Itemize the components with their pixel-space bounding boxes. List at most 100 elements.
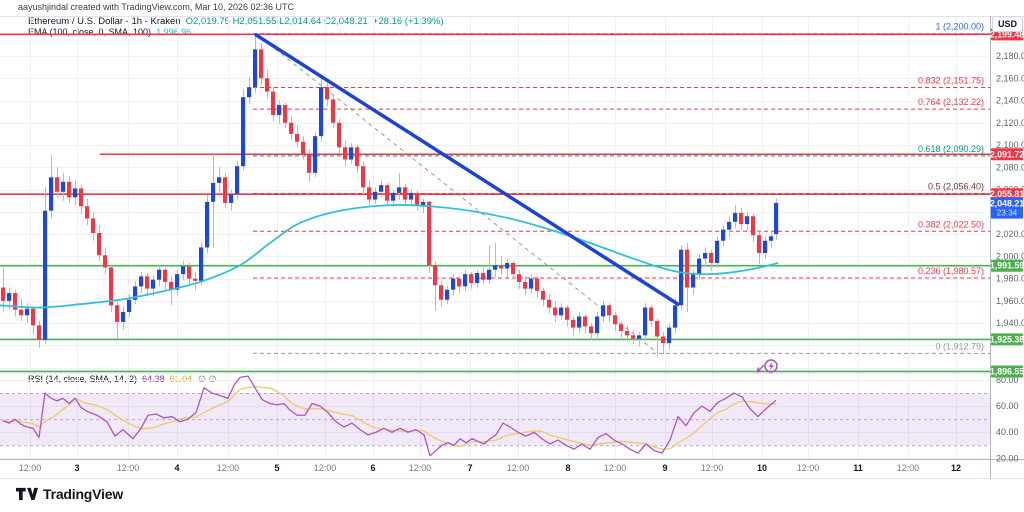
candle-body xyxy=(283,104,288,123)
price-axis-labels: 2,180.00 2,160.00 2,140.00 2,120.00 2,100.00… xyxy=(996,51,1024,463)
time-tick[interactable]: 12:00 xyxy=(117,463,140,473)
candle-body xyxy=(763,240,768,254)
rsi-value: 64.38 xyxy=(142,374,165,384)
candle-body xyxy=(517,274,522,282)
ohlc-values: O2,019.75 H2,051.55 L2,014.64 C2,048.21 xyxy=(185,16,368,27)
fib-level-label: 0.236 (1,980.57) xyxy=(918,266,984,276)
candle-body xyxy=(523,281,528,289)
time-tick[interactable]: 12:00 xyxy=(217,463,240,473)
time-tick[interactable]: 12:00 xyxy=(19,463,42,473)
price-tick: 1,960.00 xyxy=(996,296,1024,306)
candle-body xyxy=(211,182,216,202)
ema-label: EMA (100, close, 0, SMA, 100) xyxy=(28,27,152,37)
downtrend-line[interactable] xyxy=(254,33,680,306)
rsi-label: RSI (14, close, SMA, 14, 2) xyxy=(28,374,138,384)
rsi-tick: 20.00 xyxy=(996,453,1019,463)
time-tick[interactable]: 5 xyxy=(274,463,279,473)
candle-body xyxy=(139,276,144,287)
candle-body xyxy=(109,267,114,306)
candle-body xyxy=(295,133,300,142)
time-tick[interactable]: 12:00 xyxy=(701,463,724,473)
candle-body xyxy=(217,177,222,183)
symbol-legend: Ethereum / U.S. Dollar - 1h - Kraken O2,0… xyxy=(28,16,444,27)
candle-body xyxy=(721,229,726,241)
candle-body xyxy=(379,185,384,192)
candle-body xyxy=(169,281,174,290)
candle-body xyxy=(259,49,264,79)
svg-text:1,925.38: 1,925.38 xyxy=(990,334,1024,344)
candle-body xyxy=(757,235,762,254)
candle-body xyxy=(307,153,312,173)
candle-body xyxy=(691,274,696,288)
candle-body xyxy=(601,305,606,317)
rsi-hidden-values: ∅ ∅ xyxy=(198,374,217,384)
svg-text:2,091.72: 2,091.72 xyxy=(990,149,1024,159)
time-tick[interactable]: 3 xyxy=(74,463,79,473)
price-tick: 2,000.00 xyxy=(996,251,1024,261)
candle-body xyxy=(277,104,282,115)
time-tick[interactable]: 12:00 xyxy=(507,463,530,473)
candle-body xyxy=(25,308,30,316)
candle-body xyxy=(451,278,456,290)
time-tick[interactable]: 12:00 xyxy=(604,463,627,473)
candle-body xyxy=(661,336,666,344)
candle-body xyxy=(421,201,426,206)
candle-body xyxy=(247,87,252,98)
time-tick[interactable]: 7 xyxy=(467,463,472,473)
price-label-chip[interactable]: 1,896.55 xyxy=(990,365,1024,378)
ema-legend: EMA (100, close, 0, SMA, 100) 1,996.96 xyxy=(28,27,191,37)
candle-body xyxy=(625,330,630,336)
candle-body xyxy=(529,278,534,289)
candle-body xyxy=(439,285,444,300)
candle-body xyxy=(505,263,510,269)
fib-level-label: 0.382 (2,022.50) xyxy=(918,219,984,229)
time-tick[interactable]: 4 xyxy=(174,463,179,473)
candle-body xyxy=(751,216,756,236)
candle-body xyxy=(127,299,132,312)
time-tick[interactable]: 12:00 xyxy=(409,463,432,473)
candle-body xyxy=(253,49,258,88)
candle-body xyxy=(769,236,774,241)
svg-text:1,991.59: 1,991.59 xyxy=(990,261,1024,271)
candle-body xyxy=(774,202,779,235)
time-tick[interactable]: 12:00 xyxy=(797,463,820,473)
time-tick[interactable]: 6 xyxy=(370,463,375,473)
candle-body xyxy=(697,258,702,275)
time-axis-labels: 12:00 3 12:00 4 12:00 5 12:00 6 12:00 7 12:00 8 12:0… xyxy=(19,463,961,473)
ema-100-line xyxy=(0,203,779,309)
change-value: +28.16 (+1.39%) xyxy=(372,16,444,27)
time-tick[interactable]: 12:00 xyxy=(897,463,920,473)
candle-body xyxy=(85,206,90,219)
currency-toggle-button[interactable]: USD xyxy=(992,16,1024,32)
price-tick: 2,180.00 xyxy=(996,51,1024,61)
candle-body xyxy=(103,255,108,268)
time-tick[interactable]: 9 xyxy=(662,463,667,473)
price-label-chip[interactable]: 2,055.81 xyxy=(990,188,1024,201)
candle-body xyxy=(397,187,402,193)
candle-body xyxy=(577,316,582,328)
rsi-band xyxy=(0,393,990,447)
candle-body xyxy=(91,218,96,233)
ema-value: 1,996.96 xyxy=(156,27,192,37)
price-label-chip[interactable]: 1,925.38 xyxy=(990,333,1024,346)
time-tick[interactable]: 11 xyxy=(853,463,863,473)
price-label-chip[interactable]: 1,991.59 xyxy=(990,259,1024,272)
candle-body xyxy=(415,192,420,206)
time-tick[interactable]: 12 xyxy=(951,463,961,473)
time-tick[interactable]: 10 xyxy=(757,463,767,473)
time-tick[interactable]: 8 xyxy=(565,463,570,473)
price-axis-panel[interactable] xyxy=(991,0,1024,478)
candle-body xyxy=(511,263,516,275)
price-tick: 1,940.00 xyxy=(996,318,1024,328)
candle-body xyxy=(679,249,684,306)
candle-body xyxy=(145,276,150,289)
time-tick[interactable]: 12:00 xyxy=(314,463,337,473)
svg-text:1,896.55: 1,896.55 xyxy=(990,366,1024,376)
price-label-chip[interactable]: 2,091.72 xyxy=(990,148,1024,161)
svg-text:2,199.48: 2,199.48 xyxy=(990,29,1024,39)
candle-body xyxy=(343,147,348,160)
tradingview-logo[interactable]: TradingView xyxy=(16,486,123,502)
